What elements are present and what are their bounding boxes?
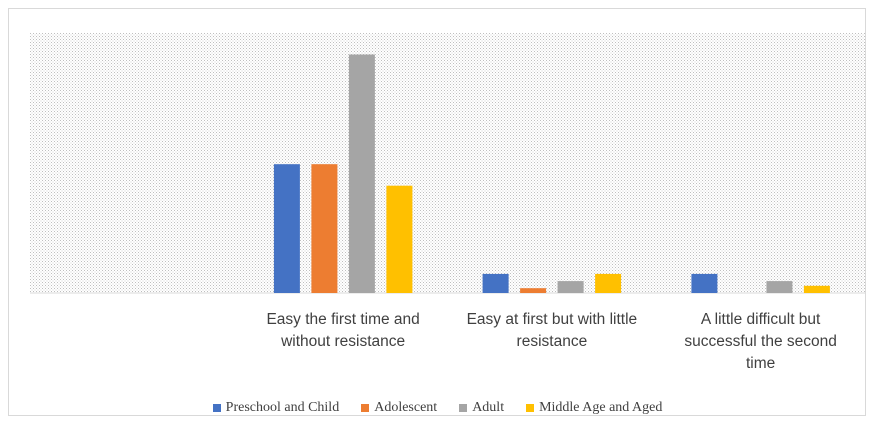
bar-2-2 [557, 281, 584, 293]
legend-item-2: Adult [459, 400, 504, 416]
legend-label: Preschool and Child [225, 400, 340, 415]
legend-swatch [212, 404, 221, 412]
category-label-3: A little difficult but successful the sec… [684, 311, 837, 372]
category-label-1: Easy the first time and without resistanc… [266, 311, 419, 350]
bar-3-3 [803, 285, 830, 293]
bar-chart: Easy the first time and without resistanc… [30, 33, 865, 372]
category-labels: Easy the first time and without resistanc… [266, 311, 836, 372]
bar-2-3 [766, 281, 793, 293]
legend-swatch [361, 404, 370, 412]
category-label-2: Easy at first but with little resistance [467, 311, 638, 350]
legend-swatch [526, 404, 535, 412]
legend-swatch [459, 404, 468, 412]
legend-item-3: Middle Age and Aged [526, 400, 662, 416]
legend-item-1: Adolescent [361, 400, 437, 416]
legend-label: Middle Age and Aged [539, 400, 663, 415]
bar-0-3 [691, 273, 718, 293]
bar-3-1 [386, 185, 413, 293]
plot-area [30, 33, 865, 293]
bar-2-1 [348, 54, 375, 293]
bar-1-1 [311, 164, 338, 293]
bar-3-2 [595, 273, 622, 293]
legend: Preschool and Child Adolescent Adult Middle… [0, 398, 875, 418]
legend-label: Adult [472, 400, 505, 415]
bars-group [273, 54, 830, 293]
legend-label: Adolescent [374, 400, 438, 415]
legend-item-0: Preschool and Child [212, 400, 340, 416]
bar-1-2 [520, 288, 547, 293]
bar-0-2 [482, 273, 509, 293]
bar-0-1 [273, 164, 300, 293]
